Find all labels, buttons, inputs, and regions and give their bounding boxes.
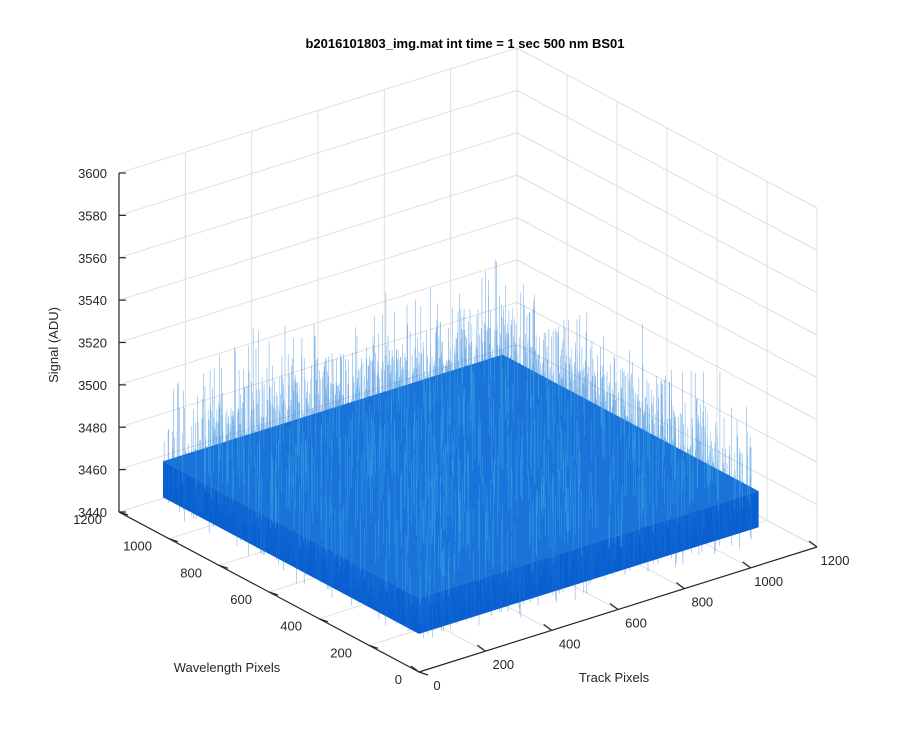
side-wall-grid-line (516, 174, 818, 336)
y-tick-label: 0 (395, 672, 402, 687)
x-tick-label: 400 (559, 636, 581, 651)
y-tick-mark (268, 591, 279, 596)
x-tick-mark (808, 540, 818, 548)
side-wall-grid-line (516, 301, 818, 463)
y-tick-label: 1200 (73, 512, 102, 527)
z-tick-label: 3480 (78, 420, 107, 435)
z-tick-label: 3500 (78, 378, 107, 393)
y-tick-mark (118, 511, 129, 516)
y-axis-ticks: 0 200 400 600 800 1000 1200 (73, 511, 429, 687)
z-tick-label: 3520 (78, 336, 107, 351)
z-tick-label: 3560 (78, 251, 107, 266)
x-tick-mark (675, 582, 685, 590)
back-wall-grid-line (118, 174, 518, 301)
y-tick-mark (218, 564, 229, 569)
y-tick-label: 400 (280, 619, 302, 634)
y-tick-label: 800 (180, 565, 202, 580)
y-tick-mark (318, 618, 329, 623)
x-axis-label: Track Pixels (579, 670, 650, 685)
z-tick-label: 3440 (78, 505, 107, 520)
x-axis-ticks: 0 200 400 600 800 1000 1200 (410, 540, 850, 693)
y-tick-mark (368, 644, 379, 649)
y-tick-mark (168, 538, 179, 543)
x-tick-mark (476, 644, 486, 652)
x-tick-label: 0 (433, 678, 440, 693)
z-tick-label: 3460 (78, 463, 107, 478)
z-axis-label: Signal (ADU) (46, 307, 61, 383)
back-wall-grid-line (118, 259, 518, 386)
y-tick-label: 200 (330, 645, 352, 660)
x-tick-mark (410, 665, 420, 673)
side-wall-grid-line (516, 217, 818, 378)
z-tick-label: 3600 (78, 166, 107, 181)
x-tick-mark (609, 603, 619, 610)
z-tick-label: 3540 (78, 293, 107, 308)
surface-highlights (182, 323, 750, 605)
back-wall-grid-line (118, 301, 518, 428)
side-wall-grid-line (516, 47, 818, 209)
x-tick-label: 1200 (821, 553, 850, 568)
back-wall-grid-line (118, 132, 518, 259)
side-wall-grid-line (516, 89, 818, 251)
surface-plot (163, 259, 759, 639)
chart-title: b2016101803_img.mat int time = 1 sec 500… (305, 36, 624, 51)
back-wall-grid-line (118, 47, 518, 174)
side-wall-grid-line (516, 259, 818, 421)
x-tick-label: 200 (492, 657, 514, 672)
y-tick-label: 1000 (123, 539, 152, 554)
z-tick-label: 3580 (78, 208, 107, 223)
x-tick-mark (742, 561, 752, 569)
x-tick-mark (543, 623, 553, 631)
y-axis-label: Wavelength Pixels (174, 660, 281, 675)
y-tick-mark (418, 671, 429, 676)
side-wall-grid-line (516, 132, 818, 294)
z-axis-ticks: 3440 3460 3480 3500 3520 3540 3560 3580 3600 (78, 166, 126, 520)
x-tick-label: 600 (625, 616, 647, 631)
x-tick-label: 1000 (754, 574, 783, 589)
back-wall-grid-line (118, 217, 518, 343)
y-tick-label: 600 (230, 592, 252, 607)
x-tick-label: 800 (691, 595, 713, 610)
back-wall-grid-line (118, 89, 518, 216)
